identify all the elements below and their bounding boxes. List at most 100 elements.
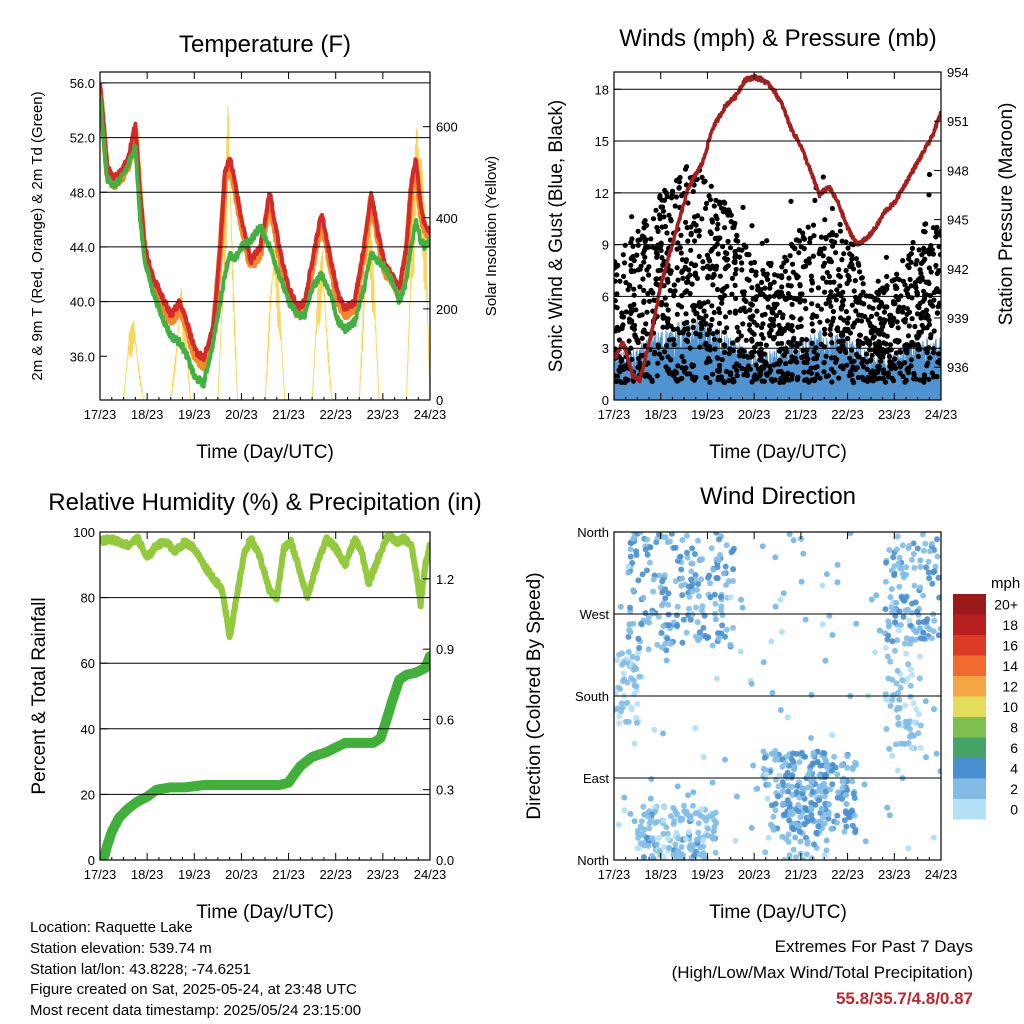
direction-point (689, 802, 696, 809)
gust-point (709, 316, 715, 323)
gust-point (716, 320, 723, 326)
direction-point (649, 835, 656, 842)
gust-point (717, 294, 723, 300)
gust-point (897, 370, 903, 376)
gust-point (869, 352, 875, 358)
gust-point (653, 250, 660, 256)
direction-point (779, 763, 786, 770)
legend-swatch (953, 655, 986, 676)
direction-point (615, 821, 622, 828)
direction-point (909, 600, 915, 607)
gust-point (615, 262, 621, 268)
gust-point (729, 275, 736, 281)
gust-point (826, 273, 833, 280)
gust-point (749, 338, 755, 344)
gust-point (658, 302, 665, 308)
gust-point (826, 256, 832, 262)
direction-point (692, 633, 699, 640)
x-tick-label: 18/23 (131, 867, 164, 882)
gust-point (623, 309, 629, 315)
direction-point (911, 564, 918, 571)
gust-point (721, 199, 727, 205)
direction-point (796, 759, 803, 765)
x-tick-label: 17/23 (598, 867, 631, 882)
gust-point (715, 221, 721, 227)
direction-point (625, 633, 632, 640)
direction-point (634, 845, 641, 852)
direction-point (680, 616, 687, 623)
gust-point (855, 354, 861, 360)
gust-point (918, 311, 924, 317)
direction-point (819, 582, 826, 589)
gust-point (633, 307, 639, 313)
gust-point (755, 366, 762, 372)
direction-point (903, 650, 910, 657)
gust-point (732, 254, 738, 260)
direction-point (717, 593, 724, 600)
precip-line (100, 651, 430, 860)
legend-swatch (953, 614, 986, 635)
legend-swatch (953, 799, 986, 820)
gust-point (737, 254, 743, 260)
direction-point (635, 827, 641, 834)
gust-point (823, 279, 830, 285)
direction-point (883, 726, 890, 732)
gust-point (783, 349, 790, 355)
direction-point (720, 570, 727, 577)
gust-point (668, 216, 674, 222)
direction-point (678, 815, 685, 822)
direction-point (765, 781, 772, 788)
direction-point (883, 559, 890, 566)
gust-point (684, 288, 690, 294)
gust-point (838, 364, 844, 370)
direction-point (614, 657, 620, 664)
direction-point (896, 554, 903, 561)
gust-point (831, 279, 837, 285)
direction-point (813, 829, 820, 836)
gust-point (868, 370, 874, 376)
gust-point (934, 270, 940, 277)
gust-point (642, 254, 648, 260)
legend-label: 18 (1002, 617, 1018, 633)
direction-point (662, 640, 669, 647)
direction-point (820, 750, 827, 756)
direction-point (912, 636, 919, 643)
direction-point (784, 797, 791, 804)
gust-point (656, 351, 663, 357)
gust-point (704, 252, 711, 258)
gust-point (671, 326, 677, 332)
direction-point (663, 824, 670, 831)
gust-point (782, 377, 788, 384)
gust-point (755, 287, 761, 293)
direction-point (661, 572, 668, 579)
direction-point (901, 640, 908, 647)
gust-point (789, 301, 795, 307)
direction-point (861, 781, 868, 788)
gust-point (918, 315, 924, 321)
direction-point (801, 821, 808, 828)
direction-point (843, 792, 849, 798)
gust-point (890, 299, 897, 305)
gust-point (912, 283, 919, 289)
x-tick-label: 21/23 (272, 867, 305, 882)
gust-point (921, 375, 928, 381)
gust-point (874, 369, 881, 375)
direction-point (674, 623, 680, 630)
gust-point (730, 225, 736, 231)
gust-point (855, 338, 861, 344)
gust-point (814, 352, 820, 358)
gust-point (689, 375, 696, 382)
gust-point (810, 328, 816, 334)
direction-point (617, 603, 624, 610)
direction-point (886, 621, 893, 628)
direction-point (683, 629, 690, 636)
direction-point (917, 722, 924, 729)
gust-point (758, 291, 764, 298)
gust-point (631, 268, 638, 274)
gust-point (809, 301, 815, 307)
direction-point (640, 854, 647, 860)
gust-point (668, 195, 675, 201)
gust-point (822, 289, 828, 295)
y2-tick-label: 0.3 (436, 783, 454, 798)
